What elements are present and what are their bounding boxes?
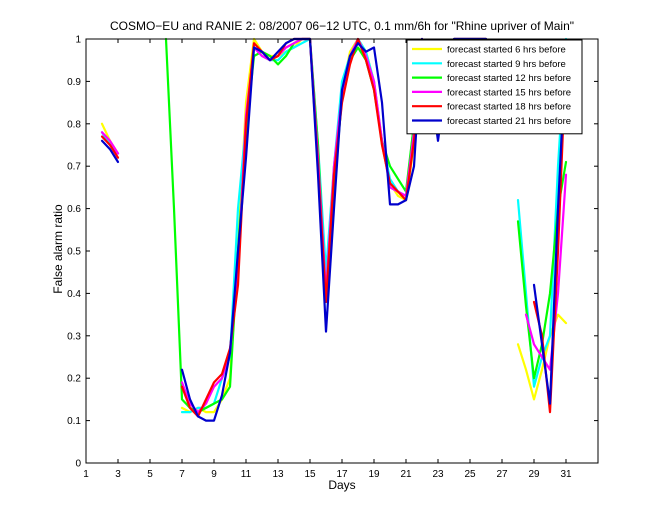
x-tick-label: 1: [83, 469, 89, 480]
legend-label-4: forecast started 15 hrs before: [447, 87, 571, 98]
x-tick-label: 7: [179, 469, 185, 480]
x-tick-label: 15: [304, 469, 316, 480]
y-tick-label: 1: [75, 35, 81, 46]
legend-box: [406, 39, 583, 135]
x-tick-label: 5: [147, 469, 153, 480]
chart-title: COSMO−EU and RANIE 2: 08/2007 06−12 UTC,…: [110, 19, 574, 33]
x-tick-label: 23: [432, 469, 444, 480]
series-line-1-segment-3: [516, 313, 568, 401]
legend-label-2: forecast started 9 hrs before: [447, 59, 566, 70]
legend-label-3: forecast started 12 hrs before: [447, 73, 571, 84]
y-tick-label: 0.5: [67, 247, 81, 258]
x-tick-label: 3: [115, 469, 121, 480]
y-axis-label: False alarm ratio: [51, 204, 65, 294]
y-tick-label: 0.2: [67, 374, 81, 385]
x-tick-label: 19: [368, 469, 380, 480]
legend-label-6: forecast started 21 hrs before: [447, 116, 571, 127]
series-line-4-segment-3: [524, 173, 568, 371]
x-tick-label: 9: [211, 469, 217, 480]
legend: forecast started 6 hrs before forecast st…: [406, 39, 583, 135]
x-tick-label: 31: [560, 469, 572, 480]
axis-ticks: 1 3 5 7 9 11 13 15 17 19 21 23 25 27 29 3100.10.20.30.4…: [67, 35, 598, 480]
y-tick-label: 0.8: [67, 119, 81, 130]
y-tick-label: 0: [75, 459, 81, 470]
x-tick-label: 17: [336, 469, 348, 480]
x-tick-label: 27: [496, 469, 508, 480]
legend-label-5: forecast started 18 hrs before: [447, 102, 571, 113]
x-tick-label: 25: [464, 469, 476, 480]
series-line-6-segment-1: [100, 139, 120, 164]
y-tick-label: 0.4: [67, 289, 81, 300]
series-line-6-segment-3: [532, 46, 568, 405]
y-tick-label: 0.9: [67, 77, 81, 88]
legend-label-1: forecast started 6 hrs before: [447, 45, 566, 56]
x-axis-label: Days: [328, 478, 355, 492]
y-tick-label: 0.3: [67, 331, 81, 342]
y-tick-label: 0.1: [67, 416, 81, 427]
series-line-4-segment-1: [100, 131, 120, 155]
x-tick-label: 29: [528, 469, 540, 480]
series-line-5-segment-1: [100, 135, 120, 159]
x-tick-label: 11: [241, 469, 252, 480]
x-tick-label: 13: [272, 469, 284, 480]
y-tick-label: 0.7: [67, 162, 81, 173]
y-tick-label: 0.6: [67, 204, 81, 215]
x-tick-label: 21: [400, 469, 412, 480]
